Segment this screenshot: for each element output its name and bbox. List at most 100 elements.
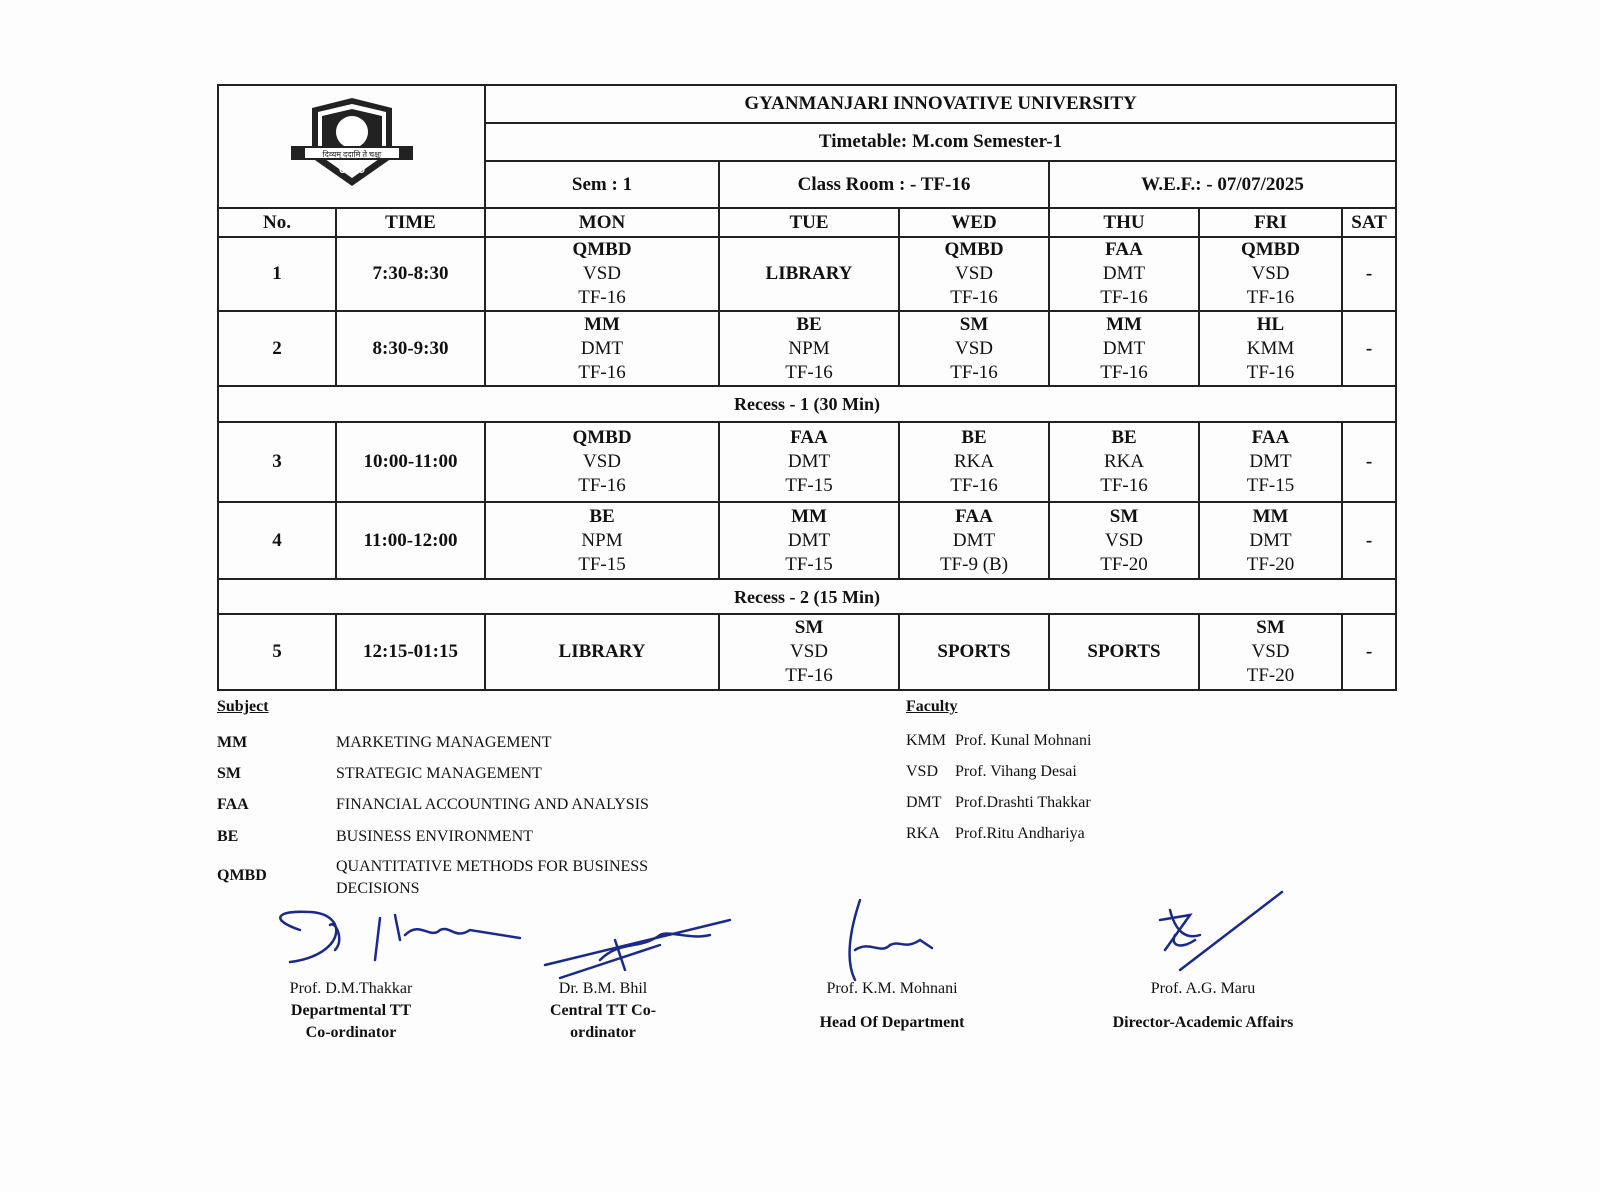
- subject-code: BE: [1111, 427, 1137, 448]
- faculty-code: DMT: [580, 337, 624, 359]
- subject-code: QMBD: [944, 239, 1004, 260]
- table-row: 5 12:15-01:15 LIBRARY SM VSD TF-16 SPORTS SPORT…: [217, 613, 1398, 691]
- wef-date: W.E.F.: - 07/07/2025: [1047, 160, 1398, 209]
- signatory-name: Prof. D.M.Thakkar: [289, 980, 413, 997]
- column-header-mon: MON: [484, 207, 720, 238]
- faculty-code: VSD: [789, 641, 828, 662]
- classroom: Class Room : - TF-16: [718, 160, 1050, 209]
- subject-code: FAA: [955, 505, 993, 527]
- room: TF-16: [950, 287, 998, 308]
- class-cell-thu: MM DMT TF-16: [1048, 310, 1200, 387]
- subject-code: -: [1365, 529, 1373, 551]
- room: TF-16: [785, 361, 833, 383]
- faculty-code: VSD: [1104, 529, 1143, 551]
- class-cell-tue: BE NPM TF-16: [718, 310, 900, 387]
- subject-code: BE: [796, 313, 822, 335]
- column-header-time: TIME: [335, 207, 486, 238]
- class-cell-tue: FAA DMT TF-15: [718, 421, 900, 503]
- faculty-code: DMT: [1249, 451, 1292, 472]
- class-cell-thu: SPORTS: [1048, 613, 1200, 691]
- room: TF-16: [1100, 475, 1148, 496]
- class-cell-thu: BE RKA TF-16: [1048, 421, 1200, 503]
- period-time: 10:00-11:00: [335, 421, 486, 503]
- logo-cell: दिव्यम् ददामि ते चक्षुः GMIU: [217, 84, 486, 209]
- class-cell-sat: -: [1340, 613, 1398, 691]
- faculty-code: VSD: [954, 263, 993, 284]
- signature-mohnani: [848, 898, 934, 982]
- class-cell-thu: SM VSD TF-20: [1048, 501, 1200, 580]
- subject-code: SM: [217, 765, 241, 782]
- signature-block: Dr. B.M. Bhil Central TT Co-ordinator: [473, 978, 733, 1044]
- signatory-name: Dr. B.M. Bhil: [558, 980, 648, 997]
- subject-code: BE: [961, 427, 987, 448]
- recess-row: Recess - 1 (30 Min): [216, 385, 1398, 423]
- room: TF-16: [578, 475, 626, 496]
- room: TF-15: [785, 475, 833, 496]
- subject-code: MM: [217, 734, 248, 751]
- class-cell-sat: -: [1340, 310, 1398, 387]
- room: TF-16: [950, 361, 998, 383]
- room: TF-16: [1246, 287, 1295, 308]
- signature-block: Prof. K.M. Mohnani Head Of Department: [762, 978, 1022, 1034]
- faculty-code: DMT: [906, 794, 942, 811]
- faculty-code: DMT: [1249, 529, 1292, 551]
- faculty-code: DMT: [1102, 337, 1146, 359]
- faculty-code: VSD: [1251, 263, 1290, 284]
- class-cell-thu: FAA DMT TF-16: [1048, 236, 1200, 312]
- signatory-name: Prof. A.G. Maru: [1150, 980, 1256, 997]
- column-header-thu: THU: [1048, 207, 1200, 238]
- class-cell-sat: -: [1340, 236, 1398, 312]
- room: TF-15: [1246, 475, 1295, 496]
- signatory-title: Director-Academic Affairs: [1112, 1014, 1294, 1031]
- room: TF-16: [578, 361, 626, 383]
- subject-code: QMBD: [217, 867, 267, 884]
- class-cell-tue: LIBRARY: [718, 236, 900, 312]
- subject-code: -: [1365, 451, 1373, 472]
- subject-code: MM: [584, 313, 620, 335]
- timetable: दिव्यम् ददामि ते चक्षुः GMIU GYANMANJARI…: [216, 84, 1398, 691]
- class-cell-fri: MM DMT TF-20: [1198, 501, 1343, 580]
- subject-code: BE: [217, 828, 239, 845]
- room: TF-15: [578, 553, 626, 575]
- signatory-title: Head Of Department: [819, 1014, 965, 1031]
- period-number: 5: [217, 613, 337, 691]
- signature-block: Prof. A.G. Maru Director-Academic Affairs: [1073, 978, 1333, 1034]
- subject-code: FAA: [1251, 427, 1290, 448]
- subject-name: MARKETING MANAGEMENT: [336, 734, 552, 751]
- subject-code: FAA: [217, 796, 249, 813]
- subject-code: HL: [1256, 313, 1285, 335]
- faculty-code: RKA: [1103, 451, 1145, 472]
- subject-code: SM: [1109, 505, 1139, 527]
- faculty-heading: Faculty: [906, 698, 958, 715]
- faculty-code: NPM: [581, 529, 623, 551]
- faculty-name: Prof.Ritu Andhariya: [955, 825, 1085, 842]
- signatory-title: Central TT Co-ordinator: [549, 1002, 657, 1041]
- column-header-tue: TUE: [718, 207, 900, 238]
- faculty-code: NPM: [788, 337, 830, 359]
- period-time: 7:30-8:30: [335, 236, 486, 312]
- class-cell-mon: QMBD VSD TF-16: [484, 421, 720, 503]
- subject-code: LIBRARY: [765, 263, 853, 284]
- class-cell-mon: LIBRARY: [484, 613, 720, 691]
- period-time: 11:00-12:00: [335, 501, 486, 580]
- period-number: 1: [217, 236, 337, 312]
- class-cell-mon: MM DMT TF-16: [484, 310, 720, 387]
- class-cell-fri: HL KMM TF-16: [1198, 310, 1343, 387]
- class-cell-sat: -: [1340, 421, 1398, 503]
- subject-code: FAA: [790, 427, 828, 448]
- class-cell-wed: SM VSD TF-16: [898, 310, 1050, 387]
- signature-thakkar: [279, 910, 522, 964]
- signatory-name: Prof. K.M. Mohnani: [826, 980, 958, 997]
- svg-text:GMIU: GMIU: [338, 165, 364, 176]
- table-row: 3 10:00-11:00 QMBD VSD TF-16 FAA DMT TF-15 BE RKA…: [217, 421, 1398, 503]
- room: TF-16: [785, 665, 833, 686]
- signatures-ink: [279, 890, 1284, 982]
- faculty-name: Prof.Drashti Thakkar: [955, 794, 1091, 811]
- faculty-code: VSD: [1251, 641, 1290, 662]
- class-cell-sat: -: [1340, 501, 1398, 580]
- class-cell-tue: MM DMT TF-15: [718, 501, 900, 580]
- period-number: 2: [217, 310, 337, 387]
- room: TF-15: [785, 553, 833, 575]
- subject-name: QUANTITATIVE METHODS FOR BUSINESS DECISI…: [336, 858, 649, 897]
